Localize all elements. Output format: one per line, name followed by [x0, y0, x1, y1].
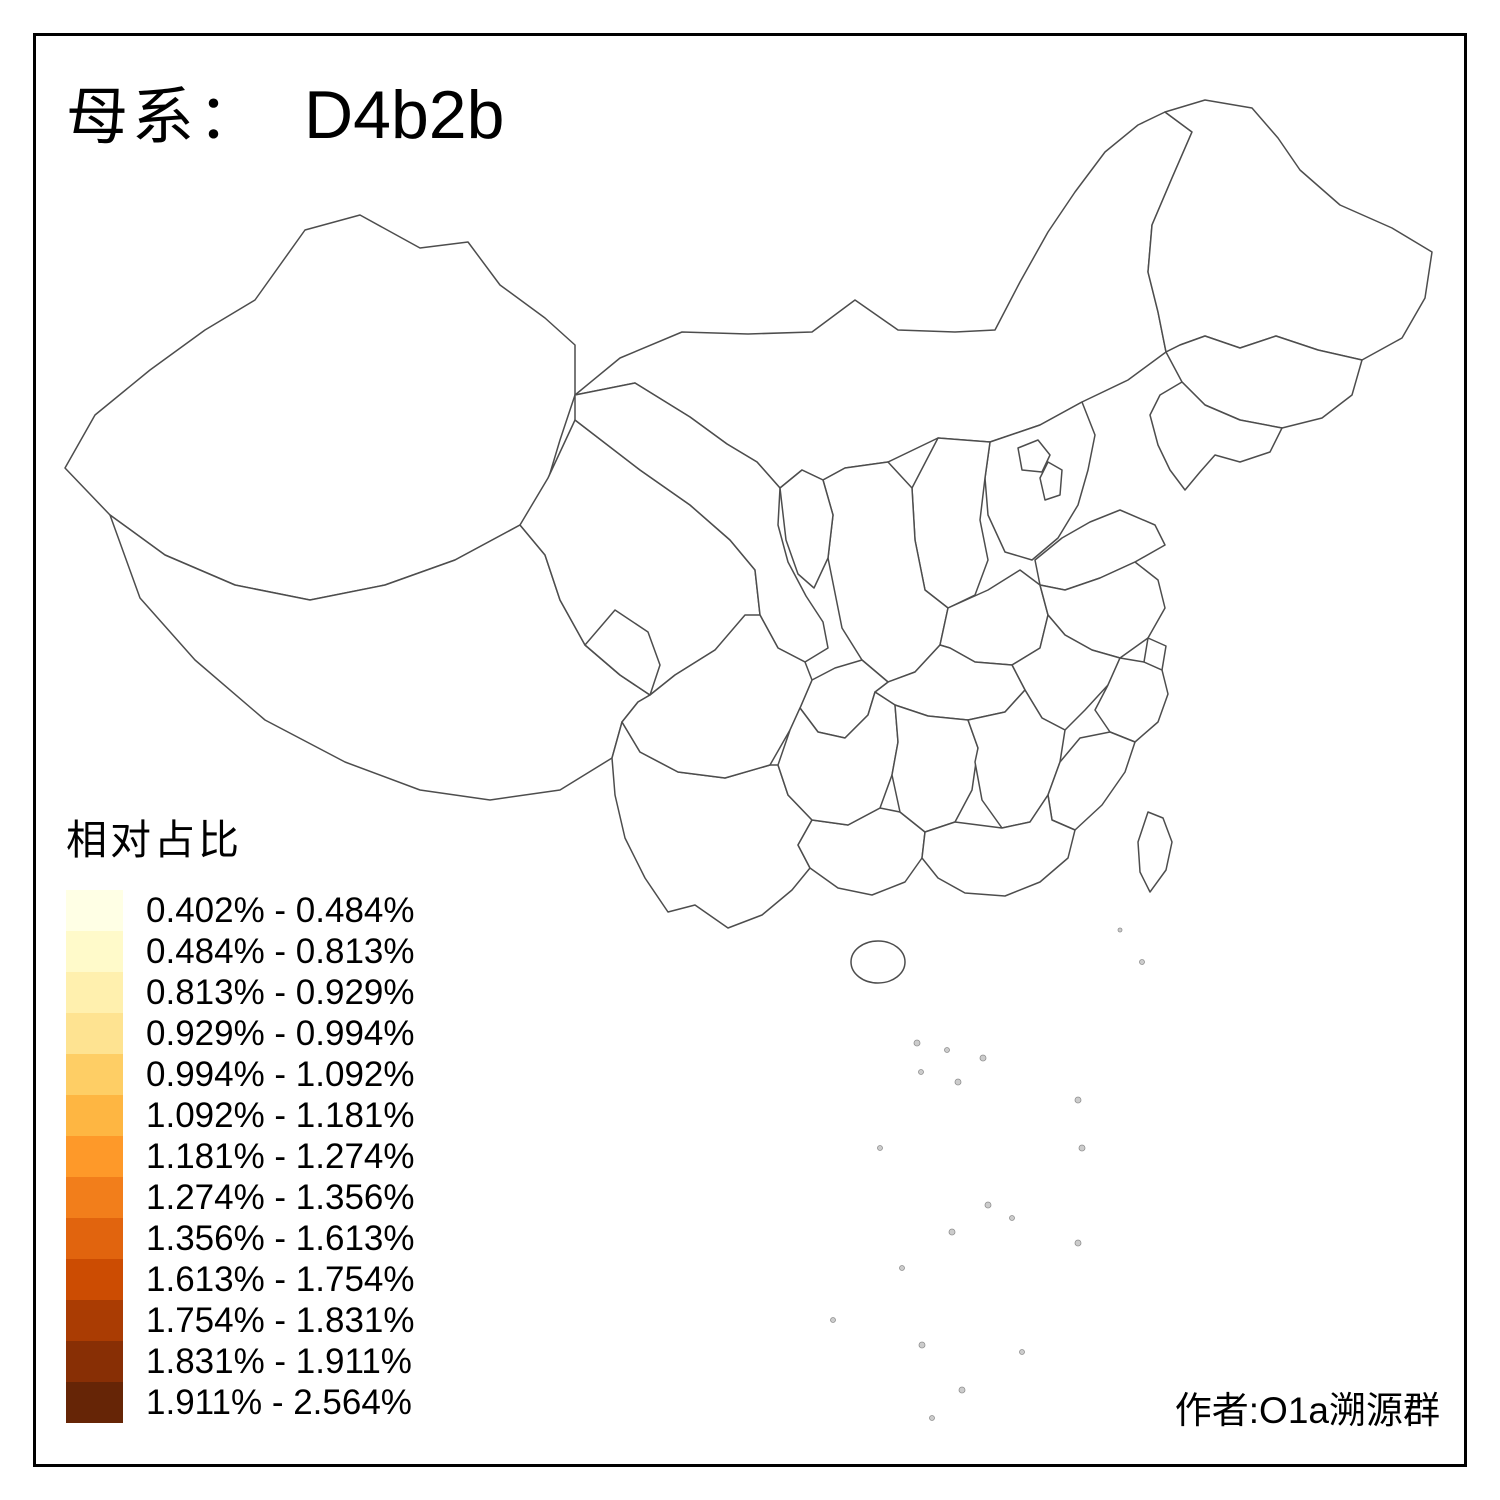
legend-swatch — [66, 1136, 123, 1177]
province-hainan — [850, 940, 906, 984]
province-shanghai — [1143, 637, 1167, 671]
legend-row: 0.402% - 0.484% — [66, 890, 415, 931]
province-liaoning — [1149, 381, 1283, 491]
legend-swatch — [66, 1054, 123, 1095]
title-label: 母系： — [66, 84, 265, 152]
legend-row: 1.274% - 1.356% — [66, 1177, 415, 1218]
province-heilongjiang — [1147, 99, 1433, 361]
province-hunan — [891, 704, 979, 833]
legend-swatch — [66, 1095, 123, 1136]
legend-swatch — [66, 1300, 123, 1341]
province-beijing — [1017, 439, 1051, 473]
legend-row: 1.613% - 1.754% — [66, 1259, 415, 1300]
legend-row: 1.831% - 1.911% — [66, 1341, 415, 1382]
province-zhejiang — [1094, 657, 1169, 743]
province-gansu — [574, 382, 829, 663]
legend-swatch — [66, 1218, 123, 1259]
legend-label: 0.994% - 1.092% — [146, 1054, 415, 1094]
legend-swatch — [66, 931, 123, 972]
legend-title: 相对占比 — [66, 817, 242, 863]
legend-swatch — [66, 890, 123, 931]
legend-label: 1.613% - 1.754% — [146, 1259, 415, 1299]
legend-swatch — [66, 1013, 123, 1054]
legend-row: 1.356% - 1.613% — [66, 1218, 415, 1259]
legend-label: 0.402% - 0.484% — [146, 890, 415, 930]
province-sichuan-west — [584, 609, 661, 696]
province-taiwan — [1137, 811, 1173, 893]
south-china-sea-islands — [830, 927, 1145, 1421]
legend-label: 1.754% - 1.831% — [146, 1300, 415, 1340]
legend-label: 0.484% - 0.813% — [146, 931, 415, 971]
legend-label: 1.274% - 1.356% — [146, 1177, 415, 1217]
legend-swatch — [66, 972, 123, 1013]
legend-label: 1.831% - 1.911% — [146, 1341, 412, 1381]
legend-row: 0.813% - 0.929% — [66, 972, 415, 1013]
haplogroup-label: D4b2b — [304, 77, 505, 153]
legend-row: 1.181% - 1.274% — [66, 1136, 415, 1177]
legend-row: 0.994% - 1.092% — [66, 1054, 415, 1095]
legend-label: 1.911% - 2.564% — [146, 1382, 412, 1422]
legend-label: 0.929% - 0.994% — [146, 1013, 415, 1053]
legend-swatch — [66, 1341, 123, 1382]
legend-row: 1.754% - 1.831% — [66, 1300, 415, 1341]
province-guangdong — [921, 794, 1076, 897]
legend-swatch — [66, 1177, 123, 1218]
legend-swatch — [66, 1382, 123, 1423]
province-ningxia — [779, 469, 834, 589]
legend-label: 1.356% - 1.613% — [146, 1218, 415, 1258]
legend-row: 1.911% - 2.564% — [66, 1382, 415, 1423]
legend-row: 0.484% - 0.813% — [66, 931, 415, 972]
attribution-text: 作者:O1a溯源群 — [1174, 1390, 1440, 1431]
legend-label: 0.813% - 0.929% — [146, 972, 415, 1012]
legend-label: 1.092% - 1.181% — [146, 1095, 415, 1135]
legend-items: 0.402% - 0.484% 0.484% - 0.813% 0.813% - 0… — [66, 890, 415, 1423]
province-tianjin — [1039, 461, 1063, 501]
page-title: 母系： D4b2b — [66, 66, 504, 156]
legend-label: 1.181% - 1.274% — [146, 1136, 415, 1176]
legend-swatch — [66, 1259, 123, 1300]
province-anhui — [1011, 614, 1121, 731]
legend-row: 0.929% - 0.994% — [66, 1013, 415, 1054]
legend: 相对占比 0.402% - 0.484% 0.484% - 0.813% 0.813… — [66, 806, 415, 1423]
legend-row: 1.092% - 1.181% — [66, 1095, 415, 1136]
